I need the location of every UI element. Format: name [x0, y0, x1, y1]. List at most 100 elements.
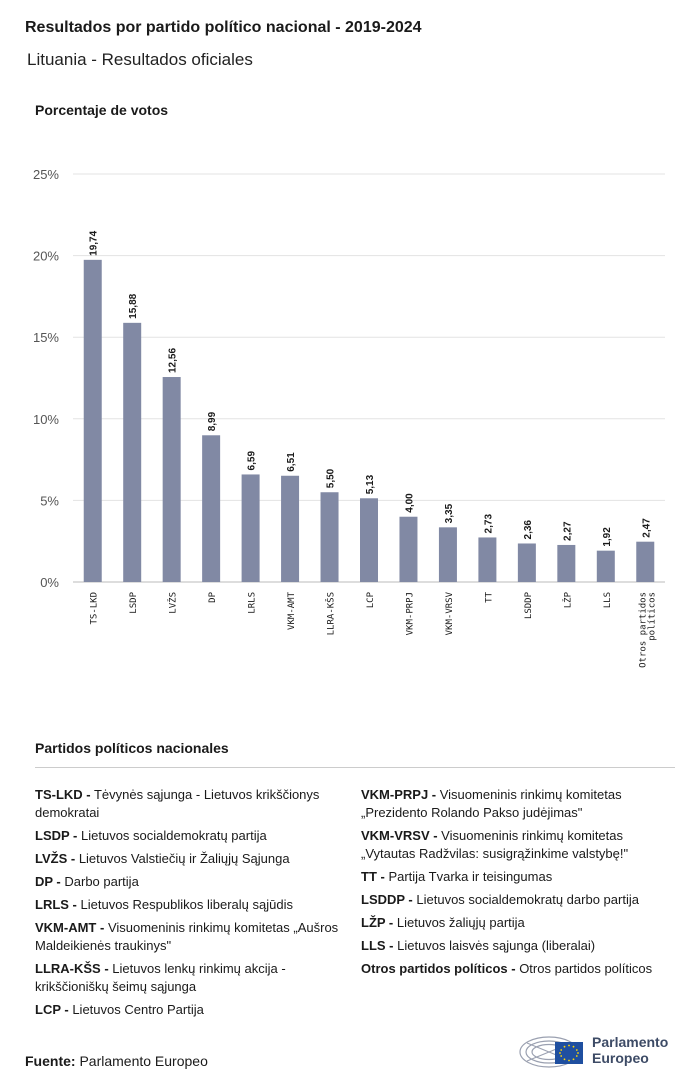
- bar: [478, 537, 497, 582]
- logo-text: Parlamento Europeo: [592, 1034, 669, 1066]
- legend-abbr: TS-LKD -: [35, 787, 91, 802]
- legend-name: Lietuvos socialdemokratų darbo partija: [412, 892, 639, 907]
- hemicycle-icon: [519, 1036, 583, 1068]
- legend-item: LVŽS - Lietuvos Valstiečių ir Žaliųjų Są…: [35, 850, 350, 868]
- data-label: 2,27: [562, 521, 573, 541]
- bar: [517, 543, 536, 582]
- x-tick-label: LRLS: [248, 592, 258, 614]
- legend-item: VKM-AMT - Visuomeninis rinkimų komitetas…: [35, 919, 350, 955]
- y-tick-label: 25%: [33, 167, 59, 182]
- legend-item: LLS - Lietuvos laisvės sąjunga (liberala…: [361, 937, 681, 955]
- bar: [123, 322, 142, 582]
- data-label: 12,56: [168, 348, 179, 373]
- x-tick-label: VKM-PRPJ: [405, 592, 415, 635]
- legend-item: VKM-VRSV - Visuomeninis rinkimų komiteta…: [361, 827, 681, 863]
- legend-abbr: TT -: [361, 869, 385, 884]
- legend-name: Lietuvos lenkų rinkimų akcija - krikščio…: [35, 961, 286, 994]
- legend-abbr: VKM-AMT -: [35, 920, 105, 935]
- legend-name: Lietuvos Respublikos liberalų sąjūdis: [76, 897, 293, 912]
- legend-column-right: VKM-PRPJ - Visuomeninis rinkimų komiteta…: [361, 786, 681, 983]
- x-tick-label: Otros partidos: [638, 592, 648, 668]
- legend-item: TT - Partija Tvarka ir teisingumas: [361, 868, 681, 886]
- x-tick-label: LLRA-KŠS: [325, 592, 337, 635]
- parliament-logo: Parlamento Europeo: [519, 1028, 684, 1070]
- source-value: Parlamento Europeo: [79, 1053, 208, 1069]
- legend-name: Visuomeninis rinkimų komitetas „Aušros M…: [35, 920, 339, 953]
- y-tick-label: 10%: [33, 412, 59, 427]
- page-subtitle: Lituania - Resultados oficiales: [27, 50, 253, 69]
- legend-name: Lietuvos žaliųjų partija: [393, 915, 525, 930]
- legend-divider: [35, 767, 675, 768]
- legend-abbr: LRLS -: [35, 897, 77, 912]
- y-axis-label: Porcentaje de votos: [35, 102, 169, 118]
- x-tick-label: TS-LKD: [90, 592, 100, 625]
- legend-item: Otros partidos políticos - Otros partido…: [361, 960, 681, 978]
- legend-abbr: LCP -: [35, 1002, 69, 1017]
- legend-abbr: LSDP -: [35, 828, 78, 843]
- legend-name: Otros partidos políticos: [515, 961, 653, 976]
- legend-abbr: LLS -: [361, 938, 394, 953]
- legend-abbr: VKM-VRSV -: [361, 828, 438, 843]
- bar-chart: 0% 5% 10% 15% 20% 25% 19,74 TS-LKD 15,88 LSDP 12,5…: [33, 167, 665, 668]
- legend-name: Visuomeninis rinkimų komitetas „Preziden…: [361, 787, 622, 820]
- legend-abbr: LSDDP -: [361, 892, 413, 907]
- x-tick-label: LSDP: [129, 591, 139, 613]
- legend-name: Lietuvos laisvės sąjunga (liberalai): [393, 938, 596, 953]
- bar: [281, 475, 300, 582]
- legend-abbr: LLRA-KŠS -: [35, 961, 109, 976]
- bar: [399, 516, 418, 582]
- data-label: 15,88: [128, 293, 139, 318]
- legend-abbr: Otros partidos políticos -: [361, 961, 516, 976]
- y-tick-label: 5%: [40, 493, 59, 508]
- x-tick-label: LSDDP: [524, 591, 534, 619]
- data-label: 2,36: [523, 520, 534, 540]
- bar: [320, 492, 339, 582]
- legend-name: Darbo partija: [60, 874, 139, 889]
- legend-name: Visuomeninis rinkimų komitetas „Vytautas…: [361, 828, 629, 861]
- legend-item: LRLS - Lietuvos Respublikos liberalų sąj…: [35, 896, 350, 914]
- bar: [596, 550, 615, 582]
- legend-name: Lietuvos Valstiečių ir Žaliųjų Sąjunga: [75, 851, 290, 866]
- y-tick-label: 20%: [33, 249, 59, 264]
- x-tick-label: LŽP: [561, 591, 573, 608]
- data-label: 5,13: [365, 474, 376, 494]
- x-tick-label: DP: [208, 591, 218, 602]
- bar: [241, 474, 260, 582]
- legend-item: VKM-PRPJ - Visuomeninis rinkimų komiteta…: [361, 786, 681, 822]
- legend-column-left: TS-LKD - Tėvynės sąjunga - Lietuvos krik…: [35, 786, 350, 1024]
- page-title: Resultados por partido político nacional…: [25, 19, 422, 36]
- legend-name: Lietuvos Centro Partija: [68, 1002, 204, 1017]
- bar: [162, 377, 181, 582]
- x-tick-label: LCP: [366, 591, 376, 608]
- legend-item: DP - Darbo partija: [35, 873, 350, 891]
- data-label: 6,59: [247, 451, 258, 471]
- data-label: 2,73: [483, 514, 494, 534]
- legend-name: Partija Tvarka ir teisingumas: [384, 869, 553, 884]
- bar: [83, 259, 102, 582]
- x-tick-label: LLS: [603, 592, 613, 608]
- bar: [202, 435, 221, 582]
- source-label: Fuente:: [25, 1053, 76, 1069]
- legend-item: TS-LKD - Tėvynės sąjunga - Lietuvos krik…: [35, 786, 350, 822]
- legend-abbr: DP -: [35, 874, 61, 889]
- data-label: 8,99: [207, 411, 218, 431]
- legend-abbr: LVŽS -: [35, 851, 76, 866]
- source-note: Fuente: Parlamento Europeo: [25, 1053, 208, 1069]
- data-label: 6,51: [286, 452, 297, 472]
- data-label: 19,74: [89, 230, 100, 255]
- y-tick-label: 0%: [40, 575, 59, 590]
- legend-abbr: LŽP -: [361, 915, 394, 930]
- legend-abbr: VKM-PRPJ -: [361, 787, 437, 802]
- y-tick-label: 15%: [33, 330, 59, 345]
- x-tick-label: VKM-AMT: [287, 591, 297, 630]
- legend-name: Lietuvos socialdemokratų partija: [77, 828, 267, 843]
- data-label: 4,00: [404, 493, 415, 513]
- bar: [636, 541, 655, 582]
- x-tick-label: políticos: [647, 592, 657, 641]
- legend-item: LCP - Lietuvos Centro Partija: [35, 1001, 350, 1019]
- legend-item: LLRA-KŠS - Lietuvos lenkų rinkimų akcija…: [35, 960, 350, 996]
- legend-name: Tėvynės sąjunga - Lietuvos krikščionys d…: [35, 787, 320, 820]
- x-tick-label: TT: [484, 591, 494, 602]
- x-tick-label: VKM-VRSV: [445, 591, 455, 635]
- legend-heading: Partidos políticos nacionales: [35, 740, 229, 756]
